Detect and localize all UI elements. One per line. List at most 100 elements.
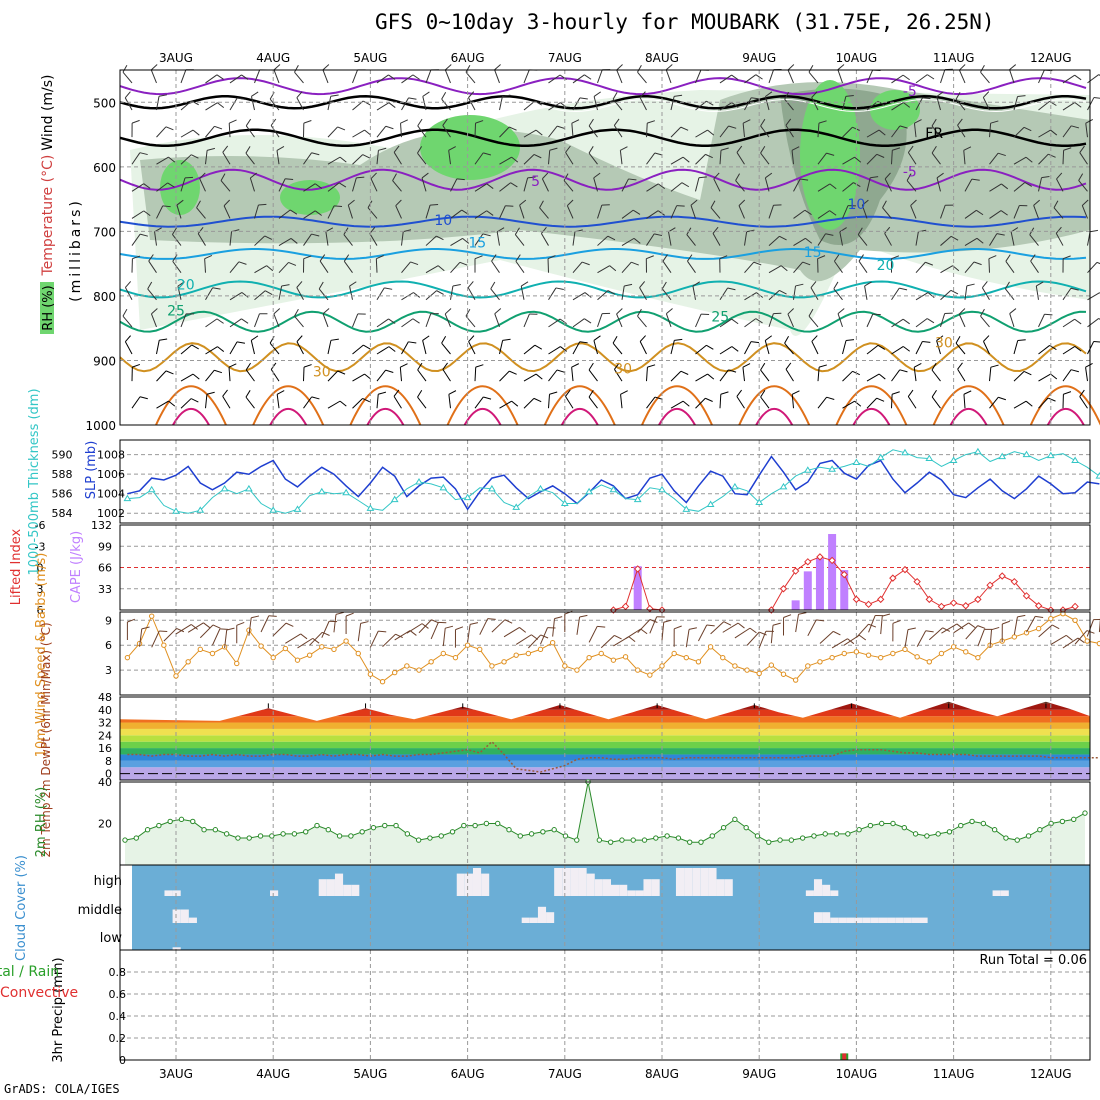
wind-barb [393, 152, 402, 165]
cloud-cell [919, 917, 928, 923]
li-tick-label: 6 [37, 604, 44, 617]
wind-barb [690, 205, 696, 219]
cloud-cell [862, 917, 871, 923]
thickness-marker [1071, 456, 1079, 464]
cape-bar [803, 571, 812, 610]
wind-barb [1005, 254, 1011, 262]
wind-barb [884, 233, 892, 246]
wind-barb [607, 290, 616, 295]
temp-bands [120, 701, 1090, 780]
wind-speed-marker [549, 640, 556, 646]
wind-barb [205, 318, 218, 328]
wind-barb [131, 183, 144, 192]
wind-barb [563, 173, 569, 181]
thickness-marker [803, 466, 812, 473]
wind-barb [388, 74, 396, 80]
wind-barb [842, 182, 854, 192]
wind-barb [400, 123, 402, 138]
wind-barb [159, 630, 168, 633]
wind-barb [327, 182, 340, 192]
rh2m-marker [754, 833, 761, 839]
wind-barb [276, 150, 280, 165]
wind-barb [491, 254, 497, 262]
wind-barb [695, 154, 706, 165]
li-marker [925, 595, 934, 604]
wind-barb [278, 262, 289, 274]
wind-barb [1089, 229, 1099, 233]
contour-label: -5 [903, 84, 917, 100]
wind-barb [964, 178, 973, 192]
wind-barb [927, 292, 935, 298]
wind-barb [670, 340, 675, 355]
wind-barb [808, 315, 819, 328]
wind-barb [755, 318, 763, 324]
wind-barb [251, 91, 259, 97]
wind-barb [1065, 634, 1073, 641]
wind-barb [254, 204, 259, 219]
wind-speed-marker [331, 646, 337, 653]
wind-speed-marker [938, 650, 945, 657]
wind-barb [566, 205, 574, 219]
cape-bar [815, 558, 824, 610]
wind-barb [922, 97, 931, 100]
isotherm-35 [1029, 385, 1100, 426]
wind-barb [364, 373, 372, 380]
li-marker [998, 572, 1006, 580]
wind-barb [791, 146, 800, 151]
wind-barb [1033, 205, 1039, 219]
wind-barb [758, 631, 767, 649]
rh2m-marker [811, 833, 817, 839]
cloud-cell [529, 917, 538, 923]
rh2m-marker [969, 818, 975, 825]
wind-barb [147, 288, 157, 301]
wind-barb [356, 176, 365, 179]
wind-barb [1096, 261, 1100, 265]
wind-barb [172, 234, 182, 246]
wind-barb [839, 227, 847, 233]
wind-barb [421, 177, 427, 192]
wind-barb [237, 97, 246, 100]
wind-barb [357, 623, 362, 642]
rh2m-marker [777, 837, 783, 843]
cloud-cell [172, 909, 181, 923]
rh2m-marker [291, 831, 298, 837]
contour-label: 25 [711, 310, 729, 326]
wind-barb [891, 391, 900, 395]
rh2m-marker [528, 831, 535, 837]
wind-barb [866, 313, 874, 328]
precip-axis-label: 3hr Precip (mm) [51, 957, 66, 1062]
wind-barb [663, 619, 672, 623]
wind-speed-marker [294, 657, 301, 663]
wind-barb [503, 626, 520, 638]
cloud-cell [870, 917, 879, 923]
wind-barb [956, 623, 964, 630]
wind-barb [510, 182, 518, 188]
wind-barb [417, 118, 423, 127]
wind-barb [764, 340, 770, 355]
wind-barb [124, 287, 133, 301]
wind-barb [646, 123, 648, 138]
li-marker [633, 565, 642, 573]
top-day-label: 8AUG [645, 51, 679, 65]
isotherm-35 [738, 385, 811, 426]
wind-barb [199, 178, 206, 192]
wind-barb [514, 234, 525, 246]
wind-barb [555, 287, 564, 290]
wind-barb [540, 634, 549, 639]
wind-barb [866, 129, 880, 138]
wind-barb [989, 396, 999, 409]
wind-barb [1081, 205, 1088, 219]
freezing-level-line [119, 95, 1087, 110]
wind-barb [490, 288, 500, 301]
wind-barb [421, 172, 429, 179]
rh-label: RH (%) [41, 285, 56, 330]
rh2m-marker [551, 827, 557, 833]
wind-barb [294, 315, 304, 328]
wind-barb [131, 233, 141, 246]
wind-speed-marker [367, 671, 374, 677]
wind-barb [633, 237, 641, 244]
cloud-cell [456, 873, 465, 896]
wind-barb [597, 265, 610, 274]
wind-barb [196, 207, 206, 219]
wind-barb [249, 177, 255, 192]
